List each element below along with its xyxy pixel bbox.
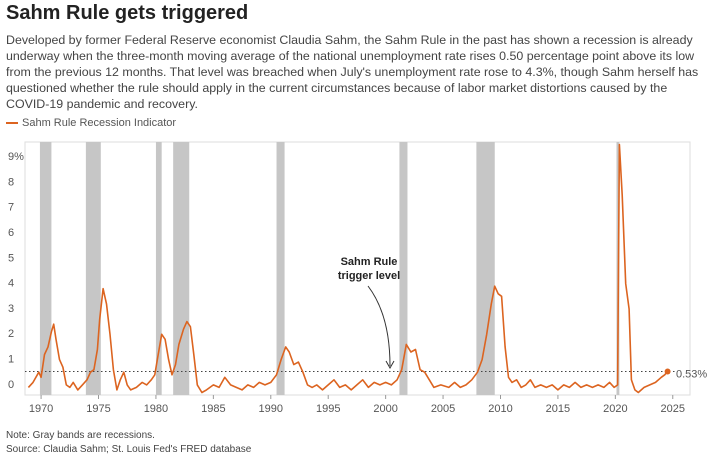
threshold-label: 0.53% (676, 368, 707, 380)
recession-band (476, 142, 495, 395)
recession-band (173, 142, 190, 395)
y-tick-label: 1 (8, 353, 14, 365)
y-tick-label: 3 (8, 303, 14, 315)
annotation: Sahm Rule (341, 256, 398, 268)
legend-label: Sahm Rule Recession Indicator (22, 117, 176, 129)
x-tick-label: 1980 (144, 403, 168, 415)
plot-frame (24, 141, 691, 396)
chart: Sahm Rule trigger level Sahm Rule Recess… (6, 117, 707, 415)
recession-band (399, 142, 408, 395)
x-tick-label: 1985 (201, 403, 225, 415)
recession-band (276, 142, 285, 395)
chart-title: Sahm Rule gets triggered (6, 2, 249, 24)
source: Source: Claudia Sahm; St. Louis Fed's FR… (6, 444, 252, 455)
x-tick-label: 1995 (316, 403, 340, 415)
chart-subtitle: Developed by former Federal Reserve econ… (6, 33, 699, 111)
x-tick-label: 2010 (488, 403, 512, 415)
x-tick-label: 1990 (259, 403, 283, 415)
x-tick-label: 1970 (29, 403, 53, 415)
y-tick-label: 8 (8, 176, 14, 188)
y-tick-label: 6 (8, 227, 14, 239)
arrow-head (385, 360, 395, 370)
x-tick-label: 2000 (373, 403, 397, 415)
y-tick-label: 0 (8, 379, 14, 391)
y-tick-label: 2 (8, 328, 14, 340)
x-tick-label: 2025 (661, 403, 685, 415)
data-line (27, 143, 669, 394)
y-tick-label: 5 (8, 252, 14, 264)
y-tick-label: 7 (8, 202, 14, 214)
y-tick-label: 9% (8, 151, 24, 163)
annotation: trigger level (338, 270, 400, 282)
recession-band (85, 142, 101, 395)
end-point (664, 368, 671, 375)
note: Note: Gray bands are recessions. (6, 430, 155, 441)
recession-band (39, 142, 52, 395)
annotation-arrow (367, 285, 391, 367)
x-tick-label: 2005 (431, 403, 455, 415)
recession-band (155, 142, 162, 395)
x-tick-label: 2015 (546, 403, 570, 415)
x-tick-label: 2020 (603, 403, 627, 415)
y-tick-label: 4 (8, 278, 14, 290)
x-tick-label: 1975 (86, 403, 110, 415)
